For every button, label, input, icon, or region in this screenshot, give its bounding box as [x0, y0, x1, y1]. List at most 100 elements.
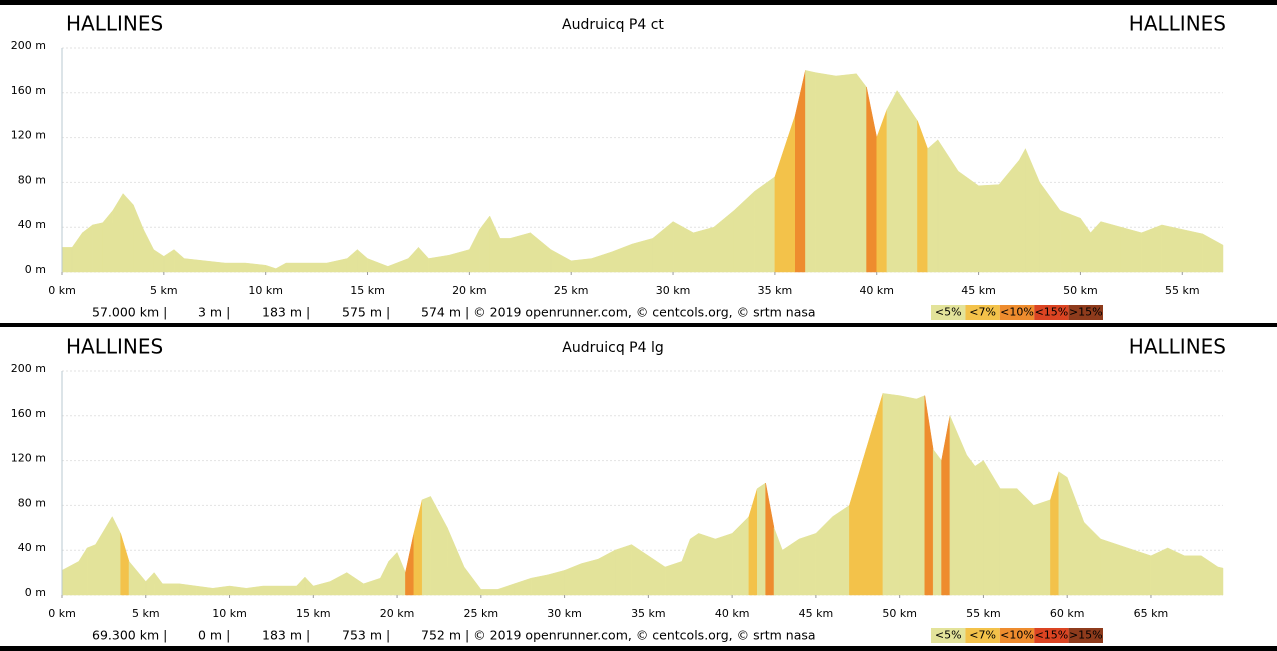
elevation-segment: [387, 258, 409, 273]
elevation-segment: [408, 246, 419, 273]
elevation-segment: [92, 222, 103, 273]
elevation-segment: [681, 538, 691, 596]
elevation-segment: [396, 552, 406, 596]
legend-label: <5%: [935, 306, 962, 319]
elevation-segment: [153, 571, 163, 596]
x-tick-label: 30 km: [547, 607, 582, 620]
elevation-segment: [279, 585, 297, 596]
elevation-segment: [71, 232, 83, 273]
x-tick-label: 35 km: [631, 607, 666, 620]
elevation-segment: [112, 192, 124, 273]
x-tick-label: 45 km: [961, 284, 996, 297]
footer-stat: 574 m | © 2019 openrunner.com, © centcol…: [421, 305, 816, 320]
elevation-segment: [1058, 471, 1068, 596]
elevation-segment: [195, 585, 214, 596]
x-tick-label: 40 km: [715, 607, 750, 620]
elevation-segment: [61, 247, 73, 273]
elevation-segment: [275, 262, 287, 273]
elevation-segment: [815, 72, 837, 273]
elevation-segment: [648, 555, 666, 596]
elevation-segment: [86, 544, 96, 596]
elevation-segment: [418, 246, 429, 273]
footer-stat: 57.000 km |: [92, 305, 167, 320]
elevation-segment: [876, 109, 888, 273]
end-label: HALLINES: [1129, 12, 1226, 36]
elevation-segment: [733, 190, 755, 273]
y-tick-label: 40 m: [18, 541, 46, 554]
y-tick-label: 0 m: [25, 586, 46, 599]
elevation-segment: [326, 258, 348, 273]
elevation-segment: [367, 258, 389, 273]
x-tick-label: 0 km: [48, 284, 76, 297]
elevation-segment: [896, 89, 918, 273]
x-tick-label: 25 km: [464, 607, 499, 620]
elevation-segment: [886, 90, 898, 273]
x-tick-label: 0 km: [48, 607, 76, 620]
elevation-segment: [306, 262, 328, 273]
elevation-segment: [1217, 566, 1224, 596]
elevation-segment: [689, 532, 699, 596]
elevation-segment: [1059, 210, 1081, 273]
legend-label: <15%: [1035, 629, 1069, 642]
elevation-segment: [145, 571, 155, 596]
elevation-segment: [265, 264, 277, 273]
elevation-segment: [765, 482, 775, 596]
legend-label: <15%: [1035, 306, 1069, 319]
x-tick-label: 45 km: [799, 607, 834, 620]
elevation-segment: [413, 499, 423, 596]
footer-stat: 753 m |: [342, 628, 390, 643]
elevation-segment: [313, 581, 331, 596]
x-tick-label: 10 km: [212, 607, 247, 620]
elevation-segment: [597, 549, 616, 596]
elevation-segment: [927, 139, 939, 273]
elevation-segment: [899, 395, 917, 596]
x-tick-label: 40 km: [859, 284, 894, 297]
elevation-segment: [966, 454, 976, 596]
legend-label: <7%: [969, 306, 996, 319]
elevation-segment: [1182, 229, 1203, 273]
legend-swatch: [1034, 628, 1069, 643]
elevation-segment: [448, 249, 470, 273]
elevation-segment: [428, 254, 450, 273]
footer-stat: 183 m |: [262, 628, 310, 643]
x-tick-label: 50 km: [882, 607, 917, 620]
legend-swatch: [931, 628, 966, 643]
elevation-segment: [591, 251, 613, 273]
elevation-segment: [112, 516, 121, 596]
x-tick-label: 10 km: [248, 284, 283, 297]
elevation-segment: [95, 515, 113, 596]
start-label: HALLINES: [66, 335, 163, 359]
y-tick-label: 120 m: [11, 129, 46, 142]
x-tick-label: 5 km: [132, 607, 160, 620]
elevation-segment: [128, 560, 147, 596]
legend-swatch: [1068, 305, 1103, 320]
elevation-segment: [1133, 549, 1152, 596]
elevation-segment: [363, 577, 381, 596]
elevation-segment: [832, 504, 850, 596]
footer-stat: 575 m |: [342, 305, 390, 320]
elevation-segment: [1161, 224, 1183, 273]
elevation-segment: [102, 209, 114, 273]
elevation-segment: [581, 558, 599, 596]
footer-stat: 752 m | © 2019 openrunner.com, © centcol…: [421, 628, 816, 643]
elevation-segment: [1200, 555, 1219, 596]
elevation-segment: [1039, 181, 1061, 273]
elevation-segment: [866, 87, 877, 273]
elevation-segment: [285, 262, 307, 273]
elevation-segment: [463, 566, 482, 596]
x-tick-label: 15 km: [296, 607, 331, 620]
elevation-segment: [795, 70, 806, 273]
x-tick-label: 20 km: [452, 284, 487, 297]
elevation-segment: [1083, 521, 1101, 596]
bottom-bar: [0, 646, 1277, 651]
elevation-segment: [835, 73, 857, 273]
elevation-segment: [1019, 148, 1026, 273]
elevation-segment: [782, 538, 800, 596]
elevation-segment: [1150, 547, 1168, 596]
elevation-segment: [133, 204, 144, 273]
elevation-segment: [632, 238, 653, 273]
footer-stat: 69.300 km |: [92, 628, 167, 643]
x-tick-label: 55 km: [1165, 284, 1200, 297]
elevation-segment: [489, 215, 501, 273]
